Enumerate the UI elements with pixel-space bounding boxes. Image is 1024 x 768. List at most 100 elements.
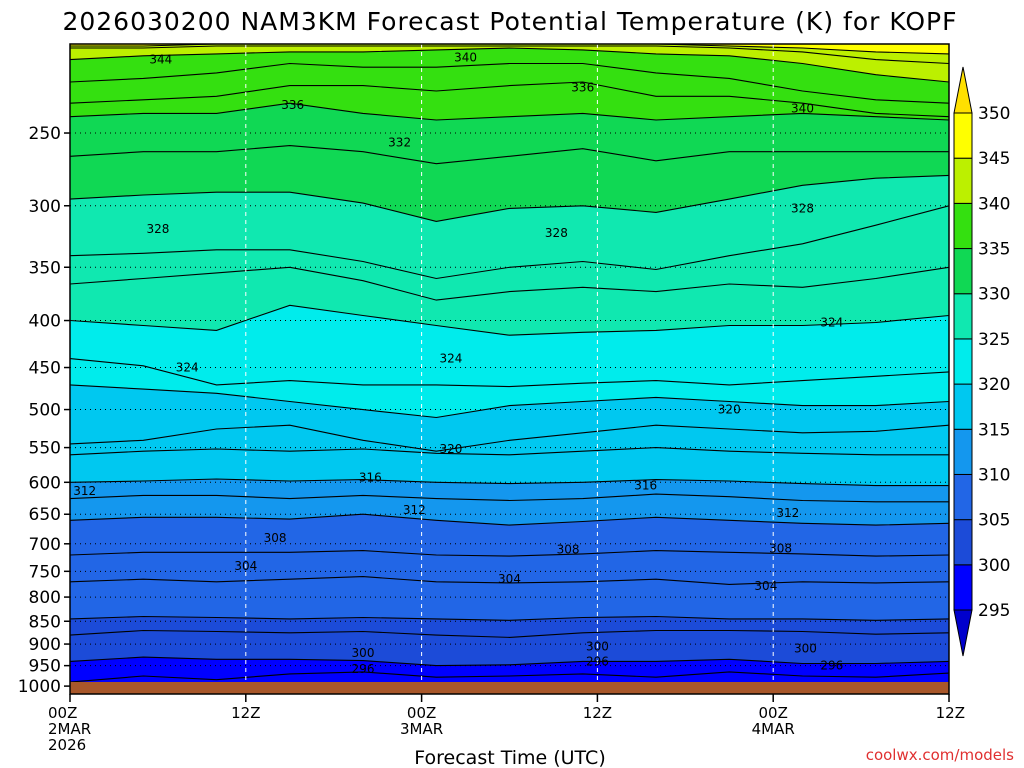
y-tick-label-400: 400 (29, 312, 61, 332)
chart-title: 2026030200 NAM3KM Forecast Potential Tem… (62, 7, 957, 36)
colorbar-label-310: 310 (978, 465, 1010, 485)
contour-label: 304 (234, 559, 257, 573)
colorbar-segment (953, 519, 973, 566)
contour-302 (69, 629, 950, 638)
colorbar-segment (953, 202, 973, 250)
contour-label: 304 (754, 579, 777, 593)
contour-336 (69, 81, 950, 118)
colorbar-label-330: 330 (978, 285, 1010, 305)
x-tick-label: 00Z (48, 704, 77, 722)
contour-340 (69, 47, 950, 83)
contour-332 (69, 145, 949, 165)
contour-label: 296 (820, 659, 843, 673)
contour-label: 296 (586, 654, 609, 668)
ground-surface (70, 682, 949, 694)
contour-326 (69, 266, 950, 301)
colorbar: 295 300 305 310 315 320 325 330 335 340 345 350 (953, 66, 1010, 657)
contour-label: 320 (439, 442, 462, 456)
x-tick-label: 2026 (48, 736, 86, 754)
y-tick-label-600: 600 (29, 473, 61, 493)
colorbar-label-350: 350 (978, 104, 1010, 124)
contour-label: 312 (776, 506, 799, 520)
colorbar-segment (953, 383, 973, 430)
contour-label: 316 (634, 479, 657, 493)
y-axis: 250 300 350 400 450 500 550 600 650 700 750 800 850 9… (18, 124, 70, 697)
x-tick-label: 4MAR (752, 720, 795, 738)
plot-frame (69, 43, 950, 695)
y-tick-label-900: 900 (29, 635, 61, 655)
contour-312 (69, 493, 949, 503)
contour-label: 328 (791, 201, 814, 215)
contour-316 (69, 447, 949, 456)
x-tick-label: 3MAR (400, 720, 443, 738)
y-tick-label-300: 300 (29, 197, 61, 217)
colorbar-segment (953, 112, 973, 159)
y-tick-label-800: 800 (29, 588, 61, 608)
contour-320 (69, 384, 950, 419)
contour-label: 300 (586, 639, 609, 653)
colorbar-segment (953, 609, 973, 657)
x-tick-label: 12Z (231, 704, 260, 722)
ground-strip (70, 682, 949, 694)
colorbar-segment (953, 66, 973, 114)
y-tick-label-250: 250 (29, 124, 61, 144)
contour-328 (69, 205, 950, 280)
colorbar-label-295: 295 (978, 601, 1010, 621)
x-tick-label: 00Z (759, 704, 788, 722)
colorbar-segment (953, 428, 973, 475)
contour-label: 340 (454, 51, 477, 65)
contour-308 (69, 550, 950, 557)
contour-label: 308 (769, 541, 792, 555)
contour-306 (69, 576, 950, 585)
contour-342 (70, 45, 950, 65)
contour-318 (69, 424, 950, 452)
contour-label: 324 (820, 316, 843, 330)
colorbar-label-325: 325 (978, 330, 1010, 350)
contour-label: 312 (73, 484, 96, 498)
grid-lines (70, 44, 949, 687)
colorbar-segment (953, 473, 973, 521)
contour-label: 324 (439, 352, 462, 366)
contour-324 (69, 304, 950, 336)
contour-label: 316 (359, 471, 382, 485)
contour-label: 324 (176, 361, 199, 375)
y-tick-label-1000: 1000 (18, 677, 61, 697)
contour-310 (69, 513, 950, 526)
colorbar-segment (953, 248, 973, 295)
contour-label: 304 (498, 572, 521, 586)
contour-label: 296 (352, 662, 375, 676)
colorbar-label-335: 335 (978, 240, 1010, 260)
y-tick-label-850: 850 (29, 612, 61, 632)
contour-label: 308 (557, 542, 580, 556)
contour-300 (69, 656, 950, 667)
contour-label: 308 (264, 531, 287, 545)
y-tick-label-450: 450 (29, 359, 61, 379)
contour-298 (69, 671, 950, 683)
x-tick-label: 12Z (936, 704, 965, 722)
colorbar-segment (953, 293, 973, 340)
contour-304 (69, 615, 950, 621)
y-tick-label-750: 750 (29, 562, 61, 582)
contour-322 (69, 358, 950, 388)
colorbar-label-315: 315 (978, 420, 1010, 440)
contour-314 (69, 478, 949, 487)
contour-label: 300 (352, 646, 375, 660)
contour-label: 312 (403, 503, 426, 517)
y-tick-label-700: 700 (29, 535, 61, 555)
contour-label: 340 (791, 101, 814, 115)
colorbar-label-340: 340 (978, 194, 1010, 214)
x-tick-label: 2MAR (48, 720, 91, 738)
contour-label: 328 (545, 226, 568, 240)
contour-label: 336 (571, 80, 594, 94)
contour-label: 320 (718, 403, 741, 417)
contour-338 (69, 62, 950, 104)
y-tick-label-650: 650 (29, 505, 61, 525)
colorbar-segment (953, 564, 973, 611)
colorbar-segment (953, 338, 973, 385)
y-tick-label-950: 950 (29, 657, 61, 677)
contour-334 (69, 102, 950, 121)
colorbar-segment (953, 157, 973, 204)
y-tick-label-550: 550 (29, 439, 61, 459)
